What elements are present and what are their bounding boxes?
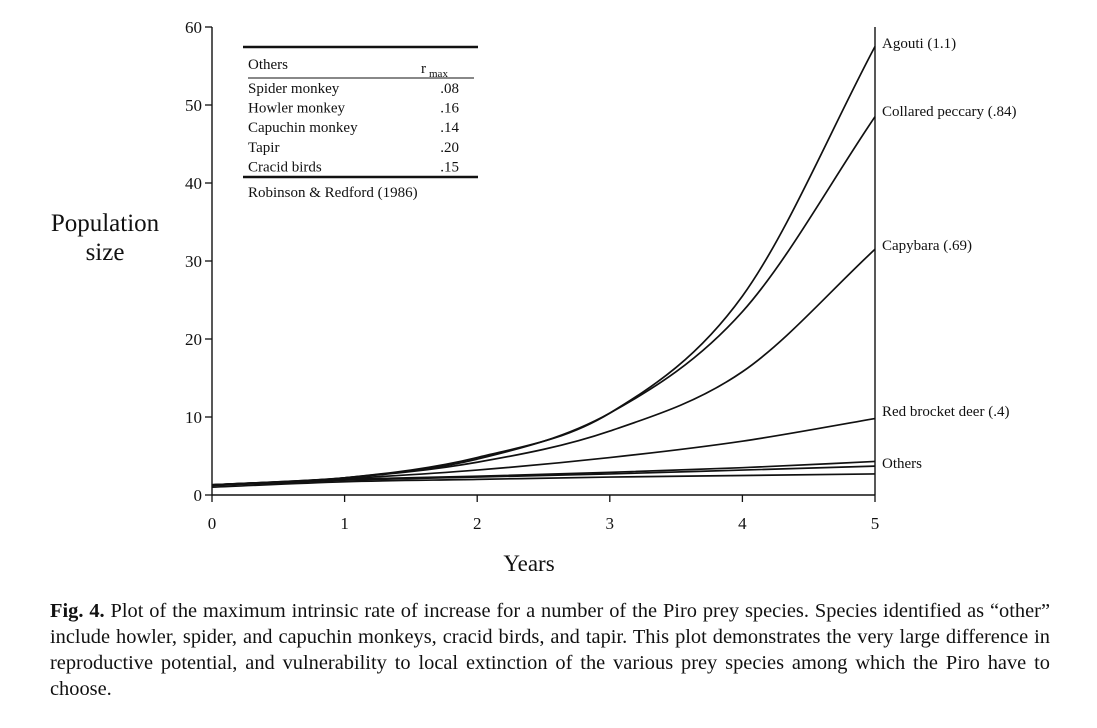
axes [211, 27, 876, 496]
x-tick-label: 0 [208, 514, 217, 533]
y-tick-label: 20 [185, 330, 202, 349]
x-tick-label: 2 [473, 514, 482, 533]
legend-table: Others r max Spider monkey .08 Howler monkey.… [243, 45, 478, 201]
y-tick-label: 30 [185, 252, 202, 271]
y-axis-label-line-1: Population [51, 210, 160, 237]
legend-row-value: .15 [440, 159, 459, 175]
series-label: Collared peccary (.84) [882, 104, 1017, 120]
series-line [211, 460, 876, 486]
series-line [211, 465, 876, 487]
series-label: Red brocket deer (.4) [882, 404, 1009, 420]
x-tick-label: 3 [606, 514, 615, 533]
legend-header: Others [248, 57, 288, 73]
legend-header-value-subscript: max [429, 68, 448, 80]
y-tick-label: 40 [185, 174, 202, 193]
legend-row-value: .16 [440, 101, 459, 117]
x-tick-label: 1 [340, 514, 349, 533]
figure-caption: Fig. 4. Plot of the maximum intrinsic ra… [50, 598, 1050, 702]
series-labels: Agouti (1.1) Collared peccary (.84) Capyba… [882, 36, 1017, 472]
y-tick-label: 60 [185, 18, 202, 37]
legend-row-label: Cracid birds [248, 159, 322, 175]
series-label: Capybara (.69) [882, 238, 972, 254]
x-tick-label: 4 [738, 514, 747, 533]
x-axis-label: Years [503, 551, 554, 576]
legend-row-value: .14 [440, 120, 459, 136]
figure-caption-text: Plot of the maximum intrinsic rate of in… [50, 600, 1050, 700]
legend-source: Robinson & Redford (1986) [248, 185, 418, 201]
series-label: Others [882, 456, 922, 472]
legend-row-value: .20 [440, 140, 459, 156]
series-label: Agouti (1.1) [882, 36, 956, 52]
y-tick-label: 10 [185, 408, 202, 427]
legend-row-label: Spider monkey [248, 81, 340, 97]
series-line [211, 473, 876, 489]
x-tick-label: 5 [871, 514, 880, 533]
legend-row-label: Tapir [248, 140, 279, 156]
series-lines [211, 46, 876, 489]
legend-row-label: Capuchin monkey [248, 120, 358, 136]
legend-row-value: .08 [440, 81, 459, 97]
figure-caption-label: Fig. 4. [50, 600, 105, 622]
legend-row-label: Howler monkey [248, 101, 346, 117]
y-axis-label-line-2: size [86, 239, 125, 266]
y-tick-label: 50 [185, 96, 202, 115]
series-line [211, 248, 876, 486]
axis-titles: Population size Years [51, 210, 555, 576]
legend-header-value: r [421, 61, 426, 77]
y-tick-label: 0 [194, 486, 203, 505]
